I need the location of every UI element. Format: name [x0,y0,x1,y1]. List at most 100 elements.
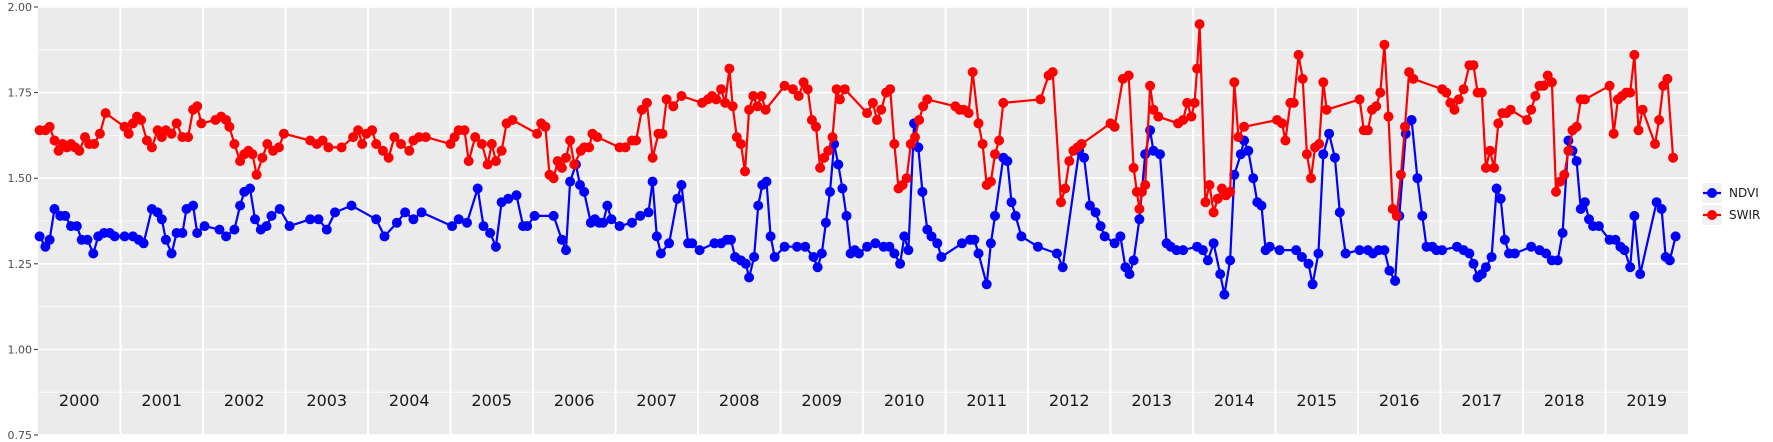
data-point [808,252,819,262]
data-point [556,162,567,173]
data-point [511,190,522,201]
data-point [273,142,284,153]
data-point [284,221,295,232]
data-point [136,115,147,125]
data-point [470,132,481,143]
data-point [661,94,672,105]
data-point [1200,197,1211,208]
data-point [1296,252,1307,262]
data-point [94,128,105,139]
y-axis: 0.75 1.00 1.25 1.50 1.75 2.00 [8,1,38,442]
data-point [833,159,844,170]
data-point [1134,214,1145,225]
data-point [188,200,199,211]
data-point [156,214,167,225]
data-point [1051,248,1062,259]
year-label: 2005 [471,391,512,410]
data-point [647,176,658,187]
data-point [416,207,427,218]
data-point [977,139,988,149]
data-point [463,156,474,167]
data-point [1480,162,1491,173]
data-point [727,101,738,112]
data-point [802,84,813,95]
data-point [990,210,1000,221]
data-point [389,132,400,143]
data-point [876,104,887,115]
data-point [89,139,100,149]
data-point [1551,186,1561,197]
data-point [82,234,93,245]
year-label: 2012 [1049,391,1090,410]
data-point [247,149,258,160]
data-point [1212,193,1223,204]
data-point [726,234,736,245]
data-point [1329,152,1340,163]
series-ndvi [34,115,1681,300]
data-point [1650,139,1660,149]
data-point [1204,180,1215,190]
data-point [647,152,658,163]
data-point [740,166,750,177]
data-point [1493,118,1504,129]
data-point [540,121,551,132]
data-point [1124,269,1135,280]
data-point [635,210,646,221]
data-point [496,145,507,156]
data-point [1264,241,1275,252]
data-point [490,156,501,167]
year-label: 2009 [801,391,842,410]
data-point [889,139,900,149]
year-label: 2000 [59,391,100,410]
data-point [548,210,559,221]
data-point [1248,173,1259,184]
data-point [1354,245,1365,256]
data-point [1306,173,1316,184]
data-point [261,221,272,232]
data-point [1233,132,1244,143]
data-point [687,238,698,249]
data-point [870,238,881,249]
data-point [383,152,394,163]
data-point [676,91,687,101]
data-point [1354,94,1365,105]
legend-item-ndvi: NDVI [1702,183,1759,203]
data-point [1406,115,1417,125]
data-point [453,214,464,225]
data-point [49,204,60,214]
data-point [1076,139,1087,149]
data-point [1192,63,1203,74]
data-point [1480,262,1491,273]
data-point [1379,39,1390,50]
data-point [602,200,613,211]
data-point [1032,241,1043,252]
data-point [1633,125,1644,136]
data-point [1635,269,1646,280]
data-point [1412,173,1423,184]
y-tick-label: 1.50 [8,172,33,185]
year-label: 2008 [719,391,760,410]
data-point [1334,207,1345,218]
data-point [565,135,576,146]
year-label: 2011 [966,391,1007,410]
data-point [396,139,406,149]
data-point [885,84,896,95]
data-point [1384,265,1395,276]
data-point [1035,94,1046,105]
data-point [1449,104,1460,115]
data-point [1189,97,1200,108]
data-point [1115,231,1126,242]
data-point [816,248,827,259]
data-point [1571,121,1582,132]
data-point [123,128,134,139]
data-point [166,128,177,139]
data-point [1084,200,1095,211]
data-point [664,238,675,249]
data-point [1140,180,1151,190]
data-point [676,180,687,190]
year-label: 2017 [1461,391,1502,410]
data-point [973,248,984,259]
data-point [985,238,996,249]
data-point [478,221,489,232]
data-point [994,135,1005,146]
